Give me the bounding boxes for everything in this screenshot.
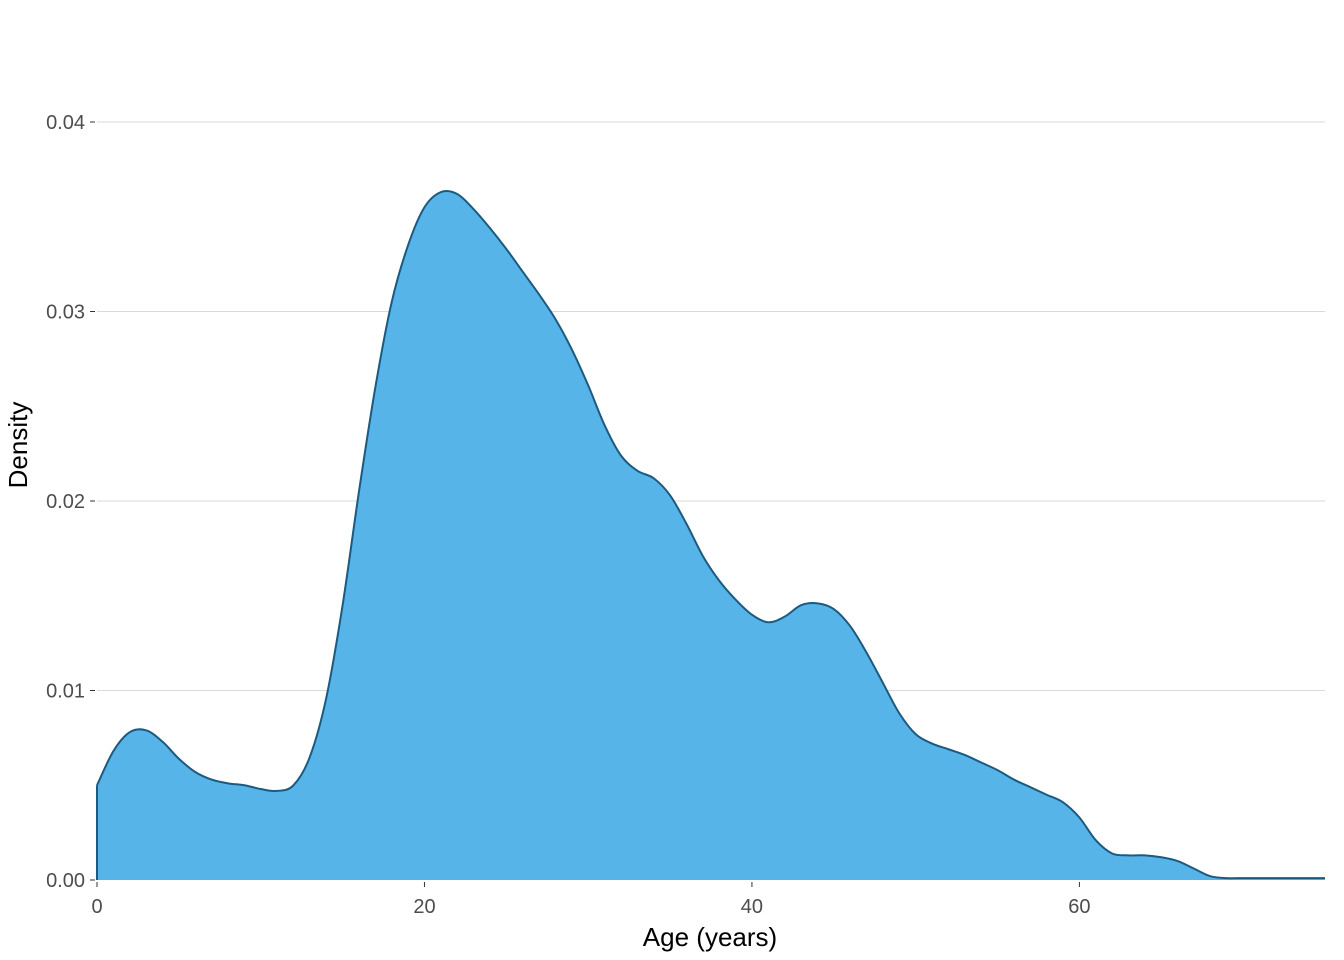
y-tick-label: 0.04 <box>46 112 85 134</box>
x-tick-label: 40 <box>741 896 763 918</box>
x-axis-ticks: 0 20 40 60 <box>91 882 1091 918</box>
x-tick-label: 20 <box>413 896 435 918</box>
y-tick-label: 0.03 <box>46 302 85 324</box>
plot-area <box>96 189 1325 881</box>
density-line <box>96 189 1325 880</box>
y-axis-ticks: 0.00 0.01 0.02 0.03 0.04 <box>46 112 95 892</box>
y-axis-title: Density <box>3 402 33 489</box>
density-area-fill <box>97 190 1325 881</box>
y-tick-label: 0.01 <box>46 681 85 703</box>
x-tick-label: 0 <box>91 896 102 918</box>
y-tick-label: 0.00 <box>46 870 85 892</box>
x-tick-label: 60 <box>1068 896 1090 918</box>
x-axis-title: Age (years) <box>643 922 777 952</box>
y-tick-label: 0.02 <box>46 491 85 513</box>
